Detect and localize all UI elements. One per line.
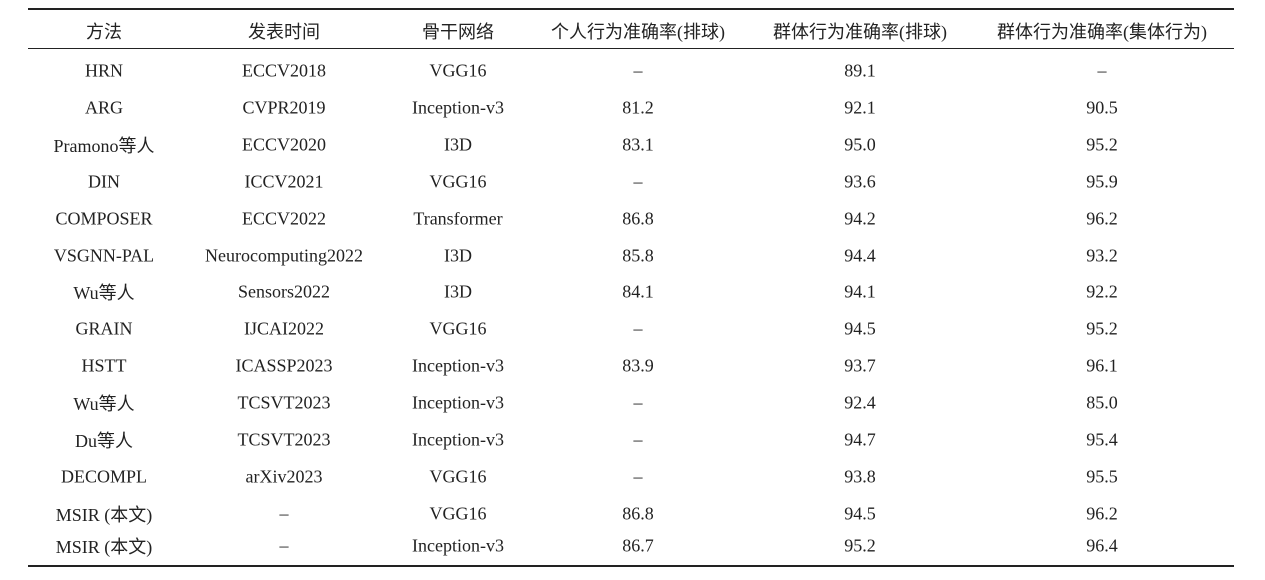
table-cell: 86.8: [622, 208, 654, 229]
table-cell: 83.1: [622, 134, 654, 155]
table-cell: IJCAI2022: [244, 318, 324, 339]
table-cell: VGG16: [429, 466, 487, 487]
header-cell: 方法: [86, 22, 122, 42]
table-cell: MSIR (本文): [55, 504, 153, 525]
table-cell: 95.4: [1086, 429, 1118, 450]
table-cell: Wu等人: [73, 394, 135, 415]
table-cell: –: [1097, 60, 1107, 81]
table-cell: I3D: [444, 281, 472, 302]
table-cell: Inception-v3: [412, 535, 504, 556]
table-cell: DECOMPL: [60, 466, 148, 487]
table-cell: Neurocomputing2022: [205, 245, 363, 265]
table-cell: 93.6: [844, 171, 876, 192]
table-cell: –: [279, 535, 289, 556]
table-cell: ARG: [84, 97, 124, 118]
table-cell: 96.2: [1086, 503, 1118, 524]
table-cell: Transformer: [413, 208, 503, 229]
table-cell: Du等人: [75, 431, 133, 451]
table-cell: TCSVT2023: [237, 392, 331, 413]
table-cell: 93.2: [1086, 245, 1118, 265]
table-cell: COMPOSER: [55, 208, 153, 229]
table-cell: HSTT: [81, 355, 127, 376]
table-cell: ICCV2021: [244, 171, 324, 192]
table-cell: 83.9: [622, 355, 654, 376]
table-cell: –: [633, 466, 643, 487]
table-cell: 93.7: [844, 355, 876, 376]
table-cell: –: [633, 429, 643, 450]
table-cell: 92.2: [1086, 281, 1118, 302]
header-cell: 个人行为准确率(排球): [551, 22, 725, 42]
table-cell: 93.8: [844, 466, 876, 487]
table-cell: 94.4: [844, 245, 876, 265]
table-cell: 95.9: [1086, 171, 1118, 192]
table-cell: 92.1: [844, 97, 876, 118]
table-cell: –: [633, 171, 643, 192]
table-cell: Pramono等人: [53, 135, 155, 156]
table-cell: VGG16: [429, 171, 487, 192]
table-cell: –: [279, 503, 289, 524]
table-cell: HRN: [84, 60, 124, 81]
table-cell: Wu等人: [73, 283, 135, 304]
table-cell: 86.7: [622, 535, 654, 556]
table-cell: TCSVT2023: [237, 429, 331, 450]
table-cell: ECCV2020: [241, 134, 327, 155]
table-cell: 90.5: [1086, 97, 1118, 118]
table-cell: I3D: [444, 245, 472, 265]
table-cell: arXiv2023: [245, 466, 323, 487]
table-cell: ECCV2018: [241, 60, 327, 81]
table-cell: 86.8: [622, 503, 654, 524]
table-cell: 84.1: [622, 281, 654, 302]
table-cell: 92.4: [844, 392, 876, 413]
table-cell: MSIR (本文): [55, 537, 153, 557]
table-cell: Sensors2022: [237, 281, 331, 302]
table-cell: 96.4: [1086, 535, 1118, 556]
table-cell: 95.5: [1086, 466, 1118, 487]
table-cell: Inception-v3: [412, 355, 504, 376]
table-cell: 85.8: [622, 245, 654, 265]
header-cell: 群体行为准确率(集体行为): [997, 22, 1207, 42]
table-cell: 95.0: [844, 134, 876, 155]
table-cell: 96.2: [1086, 208, 1118, 229]
table-cell: 85.0: [1086, 392, 1118, 413]
table-cell: 95.2: [844, 535, 876, 556]
table-cell: Inception-v3: [412, 429, 504, 450]
table-cell: –: [633, 318, 643, 339]
table-cell: 94.5: [844, 318, 876, 339]
table-cell: –: [633, 60, 643, 81]
table-cell: I3D: [444, 134, 472, 155]
table-cell: 81.2: [622, 97, 654, 118]
table-cell: VGG16: [429, 503, 487, 524]
table-cell: 94.7: [844, 429, 876, 450]
header-cell: 骨干网络: [422, 22, 494, 42]
table-cell: –: [633, 392, 643, 413]
table-cell: GRAIN: [75, 318, 133, 339]
table-cell: ICASSP2023: [235, 355, 333, 376]
table-cell: DIN: [88, 171, 120, 192]
table-cell: 94.5: [844, 503, 876, 524]
header-cell: 发表时间: [248, 22, 320, 42]
table-cell: 95.2: [1086, 318, 1118, 339]
table-cell: 89.1: [844, 60, 876, 81]
table-cell: 94.1: [844, 281, 876, 302]
table-cell: VGG16: [429, 318, 487, 339]
table-cell: 94.2: [844, 208, 876, 229]
table-cell: 96.1: [1086, 355, 1118, 376]
table-cell: ECCV2022: [241, 208, 327, 229]
table-cell: Inception-v3: [412, 97, 504, 118]
header-rule: [28, 48, 1234, 49]
table-cell: Inception-v3: [412, 392, 504, 413]
table-cell: VGG16: [429, 60, 487, 81]
table-cell: CVPR2019: [242, 97, 326, 118]
top-rule: [28, 8, 1234, 10]
table-cell: 95.2: [1086, 134, 1118, 155]
header-cell: 群体行为准确率(排球): [773, 22, 947, 42]
bottom-rule: [28, 565, 1234, 567]
table-cell: VSGNN-PAL: [53, 245, 155, 265]
